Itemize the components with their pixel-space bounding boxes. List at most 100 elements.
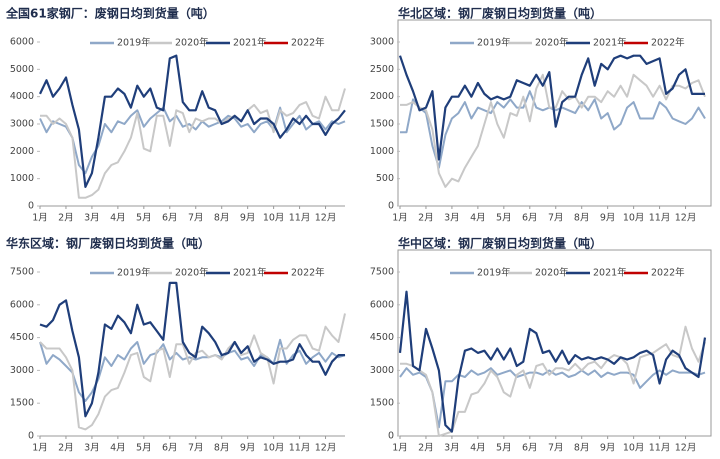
y-tick-label: 4500 [10,332,34,343]
x-tick-label: 5月 [136,443,152,454]
x-tick-label: 12月 [315,213,337,224]
y-tick-label: 3000 [370,37,394,48]
x-tick-label: 10月 [623,443,645,454]
y-tick-label: 6000 [10,37,34,48]
x-tick-label: 4月 [110,213,126,224]
series-line [39,313,346,431]
x-tick-label: 7月 [548,443,564,454]
y-tick-label: 6000 [10,299,34,310]
y-tick-label: 6000 [370,299,394,310]
legend-label: 2022年 [651,37,685,49]
x-tick-label: 4月 [470,213,486,224]
x-tick-label: 10月 [263,443,285,454]
x-tick-label: 2月 [58,213,74,224]
x-tick-label: 4月 [470,443,486,454]
x-tick-label: 9月 [240,443,256,454]
x-tick-label: 10月 [263,213,285,224]
y-tick-label: 3000 [10,365,34,376]
x-tick-label: 12月 [675,213,697,224]
x-tick-label: 3月 [84,443,100,454]
legend-label: 2021年 [233,37,267,49]
x-tick-label: 5月 [136,213,152,224]
legend-label: 2021年 [593,37,627,49]
x-tick-label: 8月 [214,443,230,454]
x-tick-label: 6月 [522,443,538,454]
x-tick-label: 1月 [32,443,48,454]
chart: 华中区域：钢厂废钢日均到货量（吨） 2019年 2020年 2021年 2022年 0 15… [370,236,712,454]
series-line [39,54,346,188]
legend-label: 2021年 [593,267,627,279]
legend-label: 2022年 [291,37,325,49]
legend-label: 2021年 [233,267,267,279]
x-tick-label: 11月 [289,443,311,454]
y-tick-label: 0 [28,201,34,212]
y-tick-label: 500 [376,173,394,184]
x-tick-label: 7月 [188,443,204,454]
x-tick-label: 3月 [444,443,460,454]
series-line [398,290,707,433]
y-tick-label: 1500 [370,398,394,409]
x-tick-label: 6月 [162,443,178,454]
legend-label: 2022年 [291,267,325,279]
y-tick-label: 0 [28,431,34,442]
chart-title: 华中区域：钢厂废钢日均到货量（吨） [398,236,602,251]
x-tick-label: 6月 [522,213,538,224]
x-tick-label: 2月 [418,443,434,454]
y-tick-label: 0 [388,201,394,212]
y-tick-label: 3000 [10,119,34,130]
x-tick-label: 11月 [649,443,671,454]
y-tick-label: 5000 [10,64,34,75]
legend-label: 2020年 [535,37,569,49]
series-line [39,106,346,175]
y-tick-label: 3000 [370,365,394,376]
x-tick-label: 2月 [58,443,74,454]
chart-title: 全国61家钢厂：废钢日均到货量（吨） [5,6,215,21]
legend-label: 2019年 [477,37,511,49]
x-tick-label: 3月 [84,213,100,224]
legend-label: 2020年 [175,37,209,49]
x-tick-label: 8月 [574,443,590,454]
chart: 华东区域：钢厂废钢日均到货量（吨） 2019年 2020年 2021年 2022年 0 15… [6,236,346,454]
chart-title: 华北区域：钢厂废钢日均到货量（吨） [398,6,602,21]
legend-label: 2020年 [535,267,569,279]
y-tick-label: 1500 [10,398,34,409]
chart-title: 华东区域：钢厂废钢日均到货量（吨） [6,236,210,251]
x-tick-label: 1月 [32,213,48,224]
x-tick-label: 9月 [600,213,616,224]
x-tick-label: 5月 [496,213,512,224]
x-tick-label: 9月 [600,443,616,454]
x-tick-label: 8月 [214,213,230,224]
legend-label: 2019年 [117,267,151,279]
x-tick-label: 8月 [574,213,590,224]
x-tick-label: 1月 [392,213,408,224]
series-line [40,88,346,199]
x-tick-label: 9月 [240,213,256,224]
legend-label: 2019年 [477,267,511,279]
chart: 全国61家钢厂：废钢日均到货量（吨）2019年 2020年 2021年 2022年01… [5,6,346,224]
y-tick-label: 4500 [370,332,394,343]
x-tick-label: 1月 [392,443,408,454]
y-tick-label: 2000 [10,146,34,157]
legend-label: 2019年 [117,37,151,49]
x-tick-label: 11月 [289,213,311,224]
y-tick-label: 4000 [10,91,34,102]
x-tick-label: 3月 [444,213,460,224]
y-tick-label: 0 [388,431,394,442]
y-tick-label: 7500 [10,267,34,278]
series-line [39,281,345,418]
series-line [400,90,706,169]
x-tick-label: 7月 [548,213,564,224]
y-tick-label: 7500 [370,267,394,278]
y-tick-label: 2500 [370,64,394,75]
x-tick-label: 5月 [496,443,512,454]
legend-label: 2022年 [651,267,685,279]
y-tick-label: 2000 [370,91,394,102]
x-tick-label: 12月 [315,443,337,454]
x-tick-label: 12月 [675,443,697,454]
x-tick-label: 10月 [623,213,645,224]
y-tick-label: 1000 [10,173,34,184]
x-tick-label: 4月 [110,443,126,454]
series-line [398,54,705,161]
series-line [39,338,346,402]
x-tick-label: 6月 [162,213,178,224]
